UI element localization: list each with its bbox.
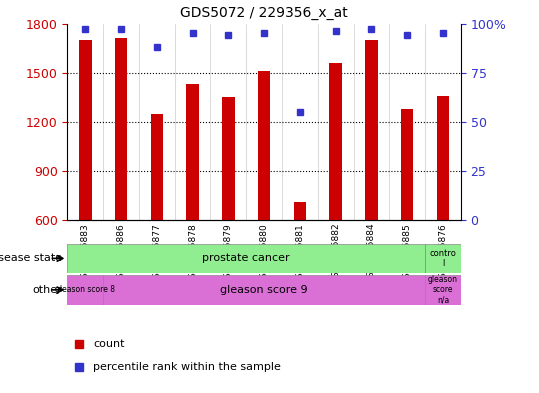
Title: GDS5072 / 229356_x_at: GDS5072 / 229356_x_at — [180, 6, 348, 20]
Bar — [425, 275, 461, 305]
Bar — [186, 84, 199, 220]
Text: percentile rank within the sample: percentile rank within the sample — [93, 362, 281, 372]
Bar — [103, 275, 425, 305]
Text: count: count — [93, 340, 125, 349]
Bar — [294, 202, 306, 220]
Bar — [115, 38, 127, 220]
Text: gleason
score
n/a: gleason score n/a — [428, 275, 458, 305]
Bar — [401, 109, 413, 220]
Text: gleason score 9: gleason score 9 — [220, 285, 308, 295]
Text: disease state: disease state — [0, 253, 62, 263]
Bar — [150, 114, 163, 220]
Bar — [425, 244, 461, 273]
Bar — [329, 63, 342, 220]
Bar — [258, 71, 271, 220]
Text: gleason score 8: gleason score 8 — [56, 285, 115, 294]
Text: prostate cancer: prostate cancer — [203, 253, 290, 263]
Bar — [365, 40, 378, 220]
Text: other: other — [32, 285, 62, 295]
Bar — [67, 275, 103, 305]
Bar — [79, 40, 92, 220]
Bar — [437, 95, 449, 220]
Text: contro
l: contro l — [430, 249, 457, 268]
Bar — [222, 97, 234, 220]
